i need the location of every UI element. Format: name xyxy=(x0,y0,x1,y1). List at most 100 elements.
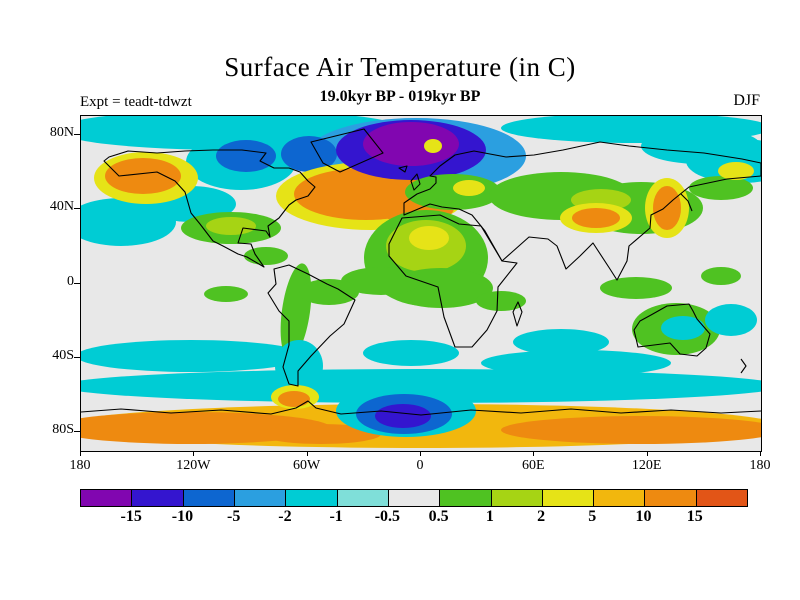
anomaly-region xyxy=(105,158,181,194)
colorbar-segment xyxy=(233,490,286,506)
lat-tick-label: 80S xyxy=(52,422,74,438)
colorbar-labels: -15 -10 -5 -2 -1 -0.5 0.5 1 2 5 10 15 xyxy=(80,508,746,528)
colorbar-segment xyxy=(695,490,748,506)
anomaly-region xyxy=(278,391,310,407)
anomaly-region xyxy=(244,247,288,265)
anomaly-region xyxy=(375,404,431,428)
coastline-japan xyxy=(680,193,693,212)
coastline-british-isles xyxy=(410,173,421,191)
colorbar-segment xyxy=(131,490,183,506)
anomaly-region xyxy=(600,277,672,299)
colorbar-segment xyxy=(182,490,234,506)
lat-tick-mark xyxy=(74,356,80,358)
page-title: Surface Air Temperature (in C) xyxy=(224,52,576,82)
anomaly-region xyxy=(275,340,323,392)
coastline-australia xyxy=(633,303,711,357)
anomaly-region xyxy=(653,186,681,230)
anomaly-region xyxy=(261,424,381,444)
lat-tick-mark xyxy=(74,133,80,135)
anomaly-region xyxy=(204,286,248,302)
colorbar-tick-label: 5 xyxy=(588,508,597,525)
anomaly-region xyxy=(481,350,671,376)
colorbar-segment xyxy=(81,490,132,506)
lat-tick-label: 40S xyxy=(52,347,74,363)
colorbar-tick-label: -2 xyxy=(278,508,292,525)
lon-tick-label: 0 xyxy=(416,458,424,473)
lon-tick-mark xyxy=(306,451,308,456)
anomaly-region xyxy=(206,217,256,235)
colorbar-segment xyxy=(644,490,696,506)
lon-tick-mark xyxy=(80,451,81,456)
coastline-layer xyxy=(81,128,761,416)
colorbar-tick-label: 10 xyxy=(635,508,652,525)
coastline-south-america xyxy=(267,264,356,387)
lon-tick-label: 120E xyxy=(631,458,662,473)
lat-tick-label: 0 xyxy=(67,273,74,289)
lon-tick-mark xyxy=(646,451,648,456)
coastline-eurasia xyxy=(403,141,761,281)
colorbar-tick-label: 1 xyxy=(485,508,494,525)
colorbar-tick-label: 0.5 xyxy=(428,508,449,525)
anomaly-region xyxy=(701,267,741,285)
coastline-antarctica xyxy=(81,400,761,416)
experiment-label: Expt = teadt-tdwzt xyxy=(80,94,192,110)
colorbar-segment xyxy=(336,490,388,506)
lon-tick-label: 60E xyxy=(522,458,545,473)
plot-subtitle: 19.0kyr BP - 019kyr BP xyxy=(319,88,481,105)
coastline-new-zealand xyxy=(740,358,747,374)
coastline-greenland xyxy=(310,128,384,173)
anomaly-region xyxy=(81,340,306,372)
anomaly-region xyxy=(641,128,761,164)
anomaly-region xyxy=(299,279,359,305)
colorbar-segment xyxy=(387,490,440,506)
anomaly-region xyxy=(363,122,459,166)
colorbar xyxy=(80,489,748,507)
lon-tick-label: 120W xyxy=(176,458,211,473)
lon-tick-label: 180 xyxy=(749,458,771,473)
colorbar-tick-label: -1 xyxy=(329,508,343,525)
lon-tick-mark xyxy=(533,451,535,456)
colorbar-tick-label: -10 xyxy=(171,508,194,525)
anomaly-region xyxy=(405,174,501,210)
lon-tick-mark xyxy=(420,451,421,456)
colorbar-tick-label: -15 xyxy=(120,508,142,525)
colorbar-segment xyxy=(285,490,337,506)
lat-tick-mark xyxy=(74,208,80,210)
anomaly-region xyxy=(363,340,459,366)
lon-tick-label: 180 xyxy=(69,458,91,473)
anomaly-region xyxy=(409,226,449,250)
anomaly-region xyxy=(476,291,526,311)
coastline-iceland xyxy=(398,165,408,173)
season-label: DJF xyxy=(733,92,760,109)
anomaly-region xyxy=(705,304,757,336)
lat-tick-label: 40N xyxy=(49,199,74,215)
colorbar-tick-label: 15 xyxy=(686,508,703,525)
anomaly-region xyxy=(501,416,761,444)
anomaly-region xyxy=(661,316,705,340)
temperature-anomaly-map xyxy=(81,116,761,451)
colorbar-segment xyxy=(541,490,594,506)
anomaly-region xyxy=(341,267,421,295)
colorbar-segment xyxy=(439,490,491,506)
coastline-africa xyxy=(388,214,518,348)
anomaly-region xyxy=(689,176,753,200)
coastline-madagascar xyxy=(512,301,523,327)
anomaly-region xyxy=(718,162,754,180)
lon-tick-mark xyxy=(760,451,761,456)
coastline-north-america xyxy=(103,149,316,268)
filled-contour-layer xyxy=(81,116,761,451)
colorbar-tick-label: 2 xyxy=(537,508,546,525)
lon-tick-label: 60W xyxy=(293,458,321,473)
colorbar-segment xyxy=(593,490,645,506)
anomaly-region xyxy=(513,329,609,355)
lat-tick-label: 80N xyxy=(49,124,74,140)
lon-tick-mark xyxy=(193,451,195,456)
anomaly-region xyxy=(572,208,620,228)
anomaly-region xyxy=(424,139,442,153)
colorbar-tick-label: -5 xyxy=(227,508,241,525)
anomaly-region xyxy=(216,140,276,172)
colorbar-segment xyxy=(490,490,542,506)
colorbar-tick-label: -0.5 xyxy=(374,508,401,525)
lat-tick-mark xyxy=(74,431,80,433)
